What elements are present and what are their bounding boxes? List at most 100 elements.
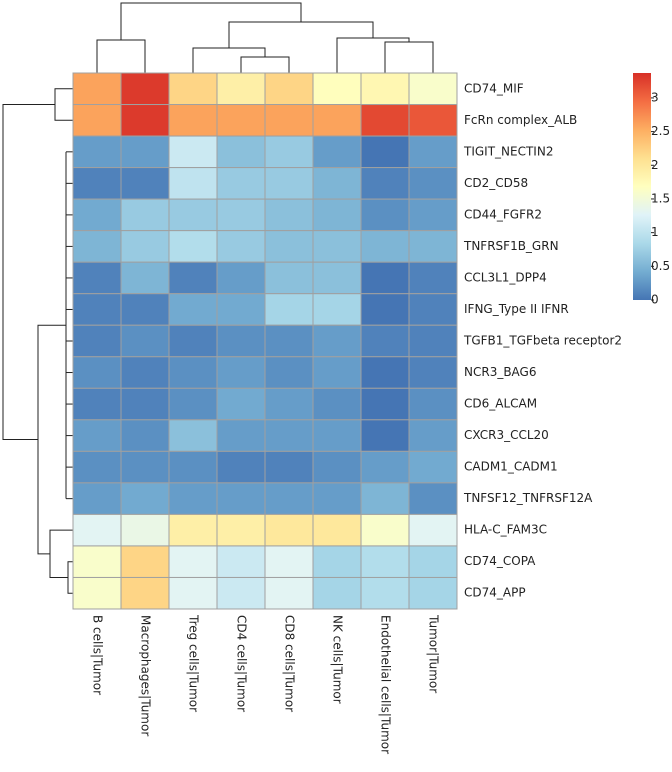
heatmap-cell [72, 293, 122, 326]
heatmap-cell [120, 450, 170, 484]
heatmap-cell [168, 135, 218, 169]
row-label: CCL3L1_DPP4 [464, 270, 547, 284]
colorbar [633, 73, 651, 300]
heatmap-cell [72, 482, 122, 515]
row-label: FcRn complex_ALB [464, 113, 577, 127]
heatmap-cell [408, 293, 458, 326]
heatmap-cell [120, 513, 170, 547]
row-label: CADM1_CADM1 [464, 460, 558, 474]
heatmap-cell [408, 324, 458, 358]
heatmap-cell [216, 545, 266, 578]
row-label: CD74_APP [464, 586, 526, 600]
row-label: CD44_FGFR2 [464, 207, 542, 221]
column-label: Treg cells|Tumor [187, 614, 201, 712]
heatmap-cell [360, 513, 410, 547]
heatmap-cell [216, 419, 266, 452]
heatmap-cell [264, 450, 314, 484]
heatmap-cell [168, 104, 218, 137]
heatmap-cell [264, 545, 314, 578]
heatmap-cell [72, 198, 122, 232]
row-label: TGFB1_TGFbeta receptor2 [463, 334, 622, 348]
row-label: CD2_CD58 [464, 176, 528, 190]
heatmap-cell [120, 135, 170, 169]
heatmap-cell [360, 261, 410, 295]
heatmap-cell [408, 198, 458, 232]
heatmap-cell [408, 387, 458, 421]
row-dendrogram [2, 88, 73, 594]
heatmap-cell [312, 72, 362, 106]
heatmap-cell [216, 198, 266, 232]
heatmap-cell [168, 198, 218, 232]
dendrogram-branch [2, 104, 55, 441]
heatmap-cell [360, 356, 410, 389]
heatmap-cell [312, 513, 362, 547]
heatmap-cell [408, 72, 458, 106]
heatmap-cell [216, 230, 266, 263]
heatmap-cell [360, 576, 410, 610]
heatmap-cell [216, 72, 266, 106]
column-label: NK cells|Tumor [331, 615, 345, 704]
heatmap-cell [216, 513, 266, 547]
column-label: CD4 cells|Tumor [235, 615, 249, 712]
heatmap-cell [264, 167, 314, 200]
heatmap-cell [360, 198, 410, 232]
heatmap-cell [168, 356, 218, 389]
row-label: NCR3_BAG6 [464, 365, 537, 379]
heatmap-cell [168, 230, 218, 263]
column-label: B cells|Tumor [91, 615, 105, 695]
heatmap-cell [72, 576, 122, 610]
heatmap-cell [360, 545, 410, 578]
heatmap-cell [72, 513, 122, 547]
heatmap-cell [360, 324, 410, 358]
heatmap-cell [120, 356, 170, 389]
heatmap-cell [312, 230, 362, 263]
heatmap-cell [264, 261, 314, 295]
heatmap-cell [264, 387, 314, 421]
heatmap-cell [120, 72, 170, 106]
heatmap-cell [72, 104, 122, 137]
heatmap-cell [408, 167, 458, 200]
heatmap-cell [168, 324, 218, 358]
heatmap-cell [408, 482, 458, 515]
heatmap-cell [312, 356, 362, 389]
column-dendrogram [96, 2, 434, 73]
heatmap-cell [408, 261, 458, 295]
heatmap-cell [264, 356, 314, 389]
dendrogram-branch [49, 529, 73, 578]
colorbar-tick-label: 2 [651, 158, 659, 172]
heatmap-cell [216, 482, 266, 515]
row-label: CD6_ALCAM [464, 397, 537, 411]
row-label: TNFRSF1B_GRN [463, 239, 559, 253]
dendrogram-branch [37, 324, 66, 555]
heatmap-cell [120, 387, 170, 421]
heatmap-cell [312, 104, 362, 137]
heatmap-cell [264, 72, 314, 106]
colorbar-tick-label: 0.5 [651, 259, 670, 273]
heatmap-cell [72, 135, 122, 169]
heatmap-cell [312, 198, 362, 232]
column-label: Tumor|Tumor [427, 614, 441, 693]
heatmap-cell [120, 293, 170, 326]
heatmap-cell [72, 356, 122, 389]
heatmap-cell [408, 419, 458, 452]
dendrogram-branch [54, 88, 73, 121]
heatmap-cell [264, 576, 314, 610]
row-label: CXCR3_CCL20 [464, 428, 549, 442]
heatmap-cell [120, 104, 170, 137]
heatmap-cell [72, 419, 122, 452]
colorbar-tick-label: 3 [651, 90, 659, 104]
heatmap-cell [360, 450, 410, 484]
heatmap-cell [168, 513, 218, 547]
heatmap-cell [216, 324, 266, 358]
heatmap-cell [360, 293, 410, 326]
heatmap-cell [72, 545, 122, 578]
heatmap-cell [216, 387, 266, 421]
row-label: CD74_MIF [464, 81, 524, 95]
heatmap-cell [408, 230, 458, 263]
row-label: HLA-C_FAM3C [464, 523, 547, 537]
heatmap-cell [72, 261, 122, 295]
heatmap-cell [216, 293, 266, 326]
heatmap-cell [72, 387, 122, 421]
heatmap-cell [168, 167, 218, 200]
